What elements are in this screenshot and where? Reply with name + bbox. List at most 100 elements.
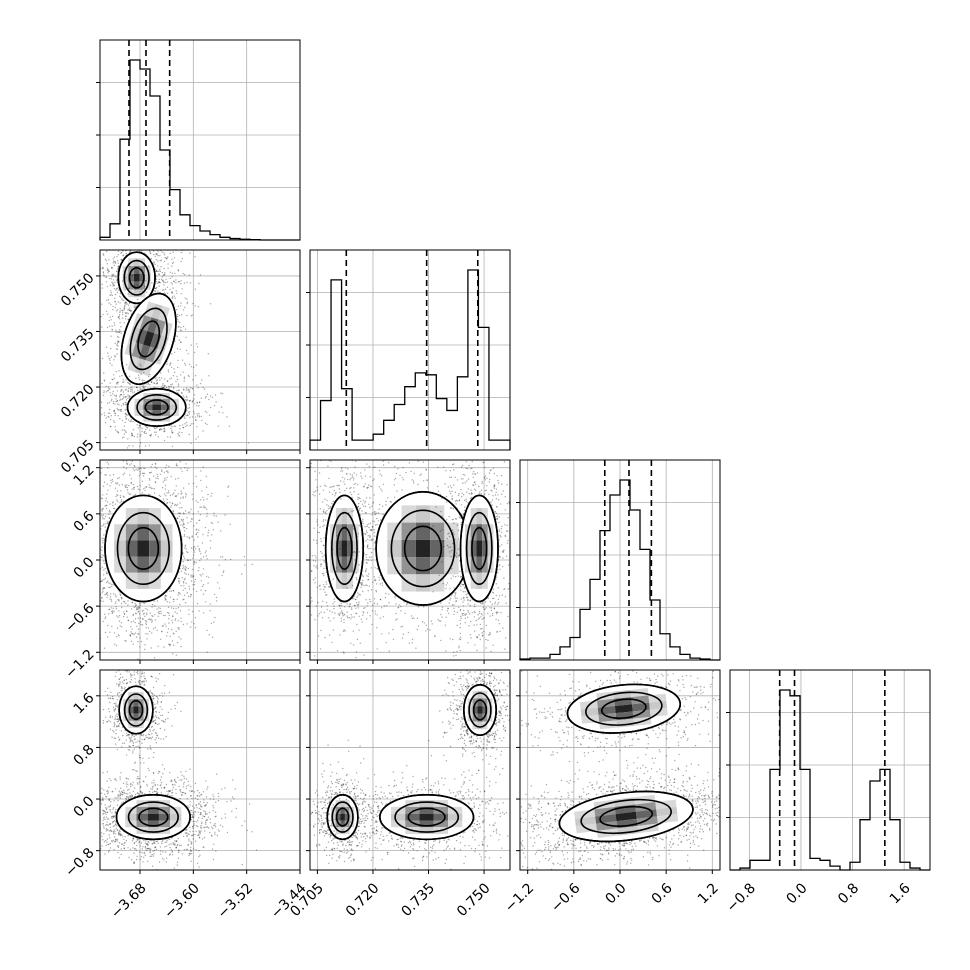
density-cell bbox=[137, 524, 150, 541]
density-cell bbox=[470, 540, 477, 557]
histogram-panel-1 bbox=[306, 249, 511, 451]
contour-inner bbox=[144, 399, 169, 416]
x-tick-label: −3.60 bbox=[161, 880, 203, 922]
contour-middle bbox=[123, 259, 150, 296]
y-tick-label: 0.0 bbox=[71, 793, 98, 820]
contour-panel-3 bbox=[96, 669, 301, 874]
histogram-panel-3 bbox=[726, 669, 931, 871]
density-cell bbox=[143, 398, 153, 405]
density-cell bbox=[614, 704, 633, 714]
density-cell bbox=[477, 721, 483, 730]
density-cell bbox=[477, 706, 483, 714]
density-contours bbox=[566, 683, 682, 734]
density-cell bbox=[433, 820, 449, 828]
density-cell bbox=[415, 505, 431, 523]
density-cell bbox=[636, 816, 658, 826]
density-cell bbox=[133, 266, 140, 274]
density-cell bbox=[391, 813, 406, 821]
density-cell bbox=[470, 524, 477, 541]
contour-panel-5 bbox=[516, 669, 721, 874]
density-cell bbox=[125, 813, 137, 821]
density-cell bbox=[142, 330, 155, 347]
axes-frame bbox=[309, 669, 511, 871]
density-cell bbox=[482, 540, 488, 557]
density-cell bbox=[341, 556, 348, 573]
axes-frame bbox=[309, 459, 511, 661]
x-tick-label: −0.6 bbox=[548, 880, 583, 915]
density-cell bbox=[477, 698, 483, 707]
contour-middle bbox=[580, 798, 672, 835]
density-cell bbox=[465, 540, 471, 557]
y-tick-label: 0.6 bbox=[71, 508, 98, 535]
density-cell bbox=[161, 404, 170, 411]
density-cell bbox=[122, 273, 129, 282]
density-cell bbox=[347, 524, 353, 541]
density-cell bbox=[353, 540, 359, 557]
density-cell bbox=[476, 508, 483, 525]
y-tick-label: 1.6 bbox=[71, 690, 98, 717]
contour-outer-stroke bbox=[118, 685, 154, 735]
density-cell bbox=[158, 806, 171, 814]
density-cell bbox=[143, 706, 149, 714]
density-cell bbox=[128, 273, 134, 282]
density-cell bbox=[405, 813, 420, 821]
density-cell bbox=[341, 524, 348, 541]
density-cell bbox=[134, 358, 146, 375]
contour-outer-stroke bbox=[120, 292, 177, 386]
contour-panel-0 bbox=[96, 249, 301, 454]
density-cell bbox=[335, 524, 342, 541]
contour-inner bbox=[137, 320, 161, 358]
density-cell bbox=[128, 281, 134, 290]
density-cell bbox=[649, 700, 668, 710]
density-cell bbox=[335, 556, 342, 573]
contour-middle bbox=[127, 801, 179, 833]
density-cell bbox=[134, 404, 144, 411]
density-cell bbox=[152, 410, 162, 416]
contour-outer-stroke bbox=[104, 494, 183, 603]
density-cell bbox=[656, 806, 678, 817]
density-cell bbox=[482, 524, 488, 541]
contour-middle bbox=[331, 801, 354, 833]
density-cell bbox=[476, 572, 483, 589]
density-cell bbox=[415, 539, 431, 558]
y-tick-label: 0.720 bbox=[58, 381, 98, 421]
density-cell bbox=[161, 398, 170, 405]
density-cell bbox=[476, 556, 483, 573]
density-cell bbox=[160, 540, 173, 557]
density-cell bbox=[335, 813, 341, 821]
density-cell bbox=[133, 281, 140, 290]
contour-outer-stroke bbox=[459, 494, 499, 603]
density-cell bbox=[401, 557, 416, 575]
contour-middle bbox=[123, 693, 149, 727]
density-cell bbox=[574, 816, 597, 827]
density-contours bbox=[120, 292, 177, 386]
density-cell bbox=[133, 258, 140, 267]
x-tick-label: 0.750 bbox=[454, 880, 494, 920]
density-cell bbox=[335, 540, 342, 557]
y-tick-label: 0.750 bbox=[58, 270, 98, 310]
density-cell bbox=[139, 273, 146, 282]
contour-inner bbox=[403, 525, 443, 572]
density-cell bbox=[387, 539, 402, 558]
density-cell bbox=[137, 540, 150, 557]
density-cell bbox=[476, 540, 483, 557]
contour-middle bbox=[390, 509, 456, 588]
density-cell bbox=[147, 806, 159, 814]
axes-frame bbox=[99, 249, 301, 451]
density-cell bbox=[133, 706, 139, 714]
density-cell bbox=[596, 821, 618, 831]
density-cell bbox=[340, 806, 345, 814]
density-cell bbox=[419, 806, 434, 814]
histogram-panel-2 bbox=[516, 459, 721, 661]
density-cell bbox=[133, 699, 139, 707]
x-tick-label: −0.8 bbox=[724, 880, 759, 915]
density-cell bbox=[341, 540, 348, 557]
density-cell bbox=[405, 820, 420, 828]
density-contours bbox=[117, 251, 156, 305]
density-cell bbox=[477, 713, 483, 722]
x-tick-label: −3.68 bbox=[108, 880, 150, 922]
density-cell bbox=[487, 540, 494, 557]
density-cell bbox=[143, 410, 153, 416]
contour-outer-stroke bbox=[566, 683, 682, 734]
